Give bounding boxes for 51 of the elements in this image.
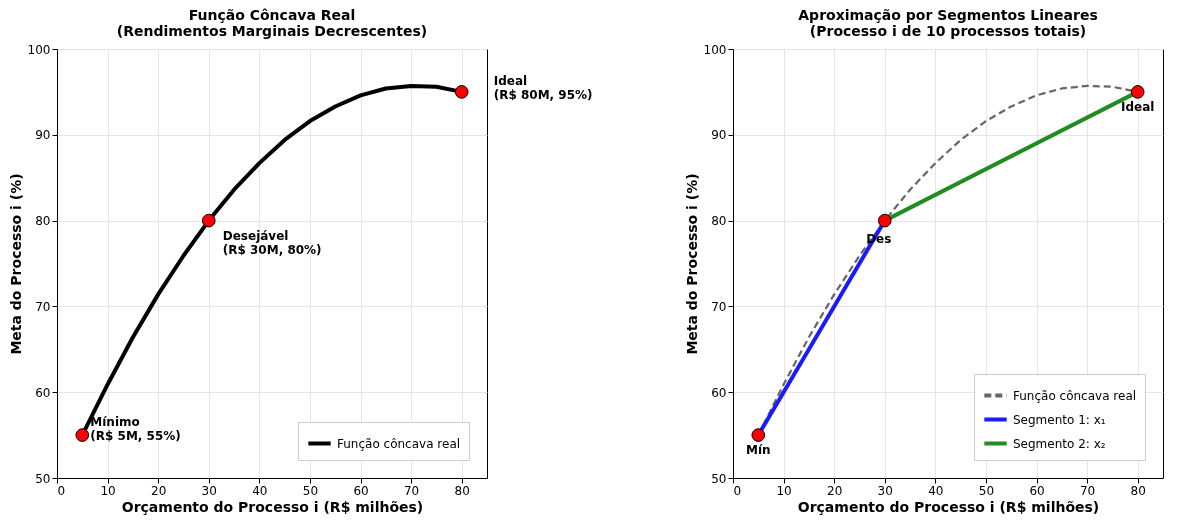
y-tick-label: 90: [711, 128, 727, 143]
y-tick-label: 70: [711, 299, 727, 314]
legend-label: Função côncava real: [337, 436, 461, 451]
y-tick-label: 100: [703, 42, 727, 57]
x-tick-label: 40: [928, 483, 944, 498]
annotation: Ideal (R$ 80M, 95%): [493, 73, 593, 102]
chart-title: Aproximação por Segmentos Lineares (Processo i de 10 processos totais): [798, 7, 1098, 39]
x-tick-label: 50: [302, 483, 319, 498]
x-axis-title: Orçamento do Processo i (R$ milhões): [121, 498, 424, 515]
y-axis-title: Meta do Processo i (%): [7, 173, 24, 355]
annotation: Mínimo (R$ 5M, 55%): [90, 415, 181, 444]
x-tick-label: 80: [454, 483, 470, 498]
point: [1130, 85, 1145, 99]
annotation: Desejável (R$ 30M, 80%): [222, 228, 322, 257]
x-tick-label: 0: [733, 483, 742, 498]
y-tick-label: 60: [711, 385, 727, 400]
x-tick-label: 80: [1130, 483, 1146, 498]
point: [75, 428, 90, 442]
y-tick-label: 70: [35, 299, 51, 314]
annotation: Ideal: [1121, 99, 1155, 114]
point: [751, 428, 766, 442]
x-tick-label: 10: [100, 483, 116, 498]
x-tick-label: 40: [252, 483, 268, 498]
y-tick-label: 90: [35, 128, 51, 143]
annotation: Mín: [745, 443, 771, 458]
x-tick-label: 50: [978, 483, 995, 498]
legend-label: Segmento 1: x₁: [1013, 412, 1106, 427]
x-tick-label: 20: [827, 483, 843, 498]
legend-label: Segmento 2: x₂: [1013, 436, 1106, 451]
y-tick-label: 50: [711, 471, 727, 486]
y-tick-label: 60: [35, 385, 51, 400]
x-tick-label: 60: [1029, 483, 1045, 498]
point: [454, 85, 469, 99]
x-tick-label: 20: [151, 483, 167, 498]
x-tick-label: 60: [353, 483, 369, 498]
y-tick-label: 100: [27, 42, 51, 57]
x-axis-title: Orçamento do Processo i (R$ milhões): [797, 498, 1100, 515]
y-tick-label: 50: [35, 471, 51, 486]
y-tick-label: 80: [711, 214, 727, 229]
x-tick-label: 70: [403, 483, 420, 498]
legend-label: Função côncava real: [1013, 388, 1137, 403]
y-axis-title: Meta do Processo i (%): [683, 173, 700, 355]
x-tick-label: 70: [1079, 483, 1096, 498]
x-tick-label: 30: [877, 483, 893, 498]
y-tick-label: 80: [35, 214, 51, 229]
point: [201, 213, 216, 228]
x-tick-label: 10: [776, 483, 792, 498]
point: [877, 213, 892, 228]
x-tick-label: 0: [57, 483, 66, 498]
chart-title: Função Côncava Real (Rendimentos Marginais Decrescentes): [116, 7, 428, 39]
x-tick-label: 30: [201, 483, 217, 498]
